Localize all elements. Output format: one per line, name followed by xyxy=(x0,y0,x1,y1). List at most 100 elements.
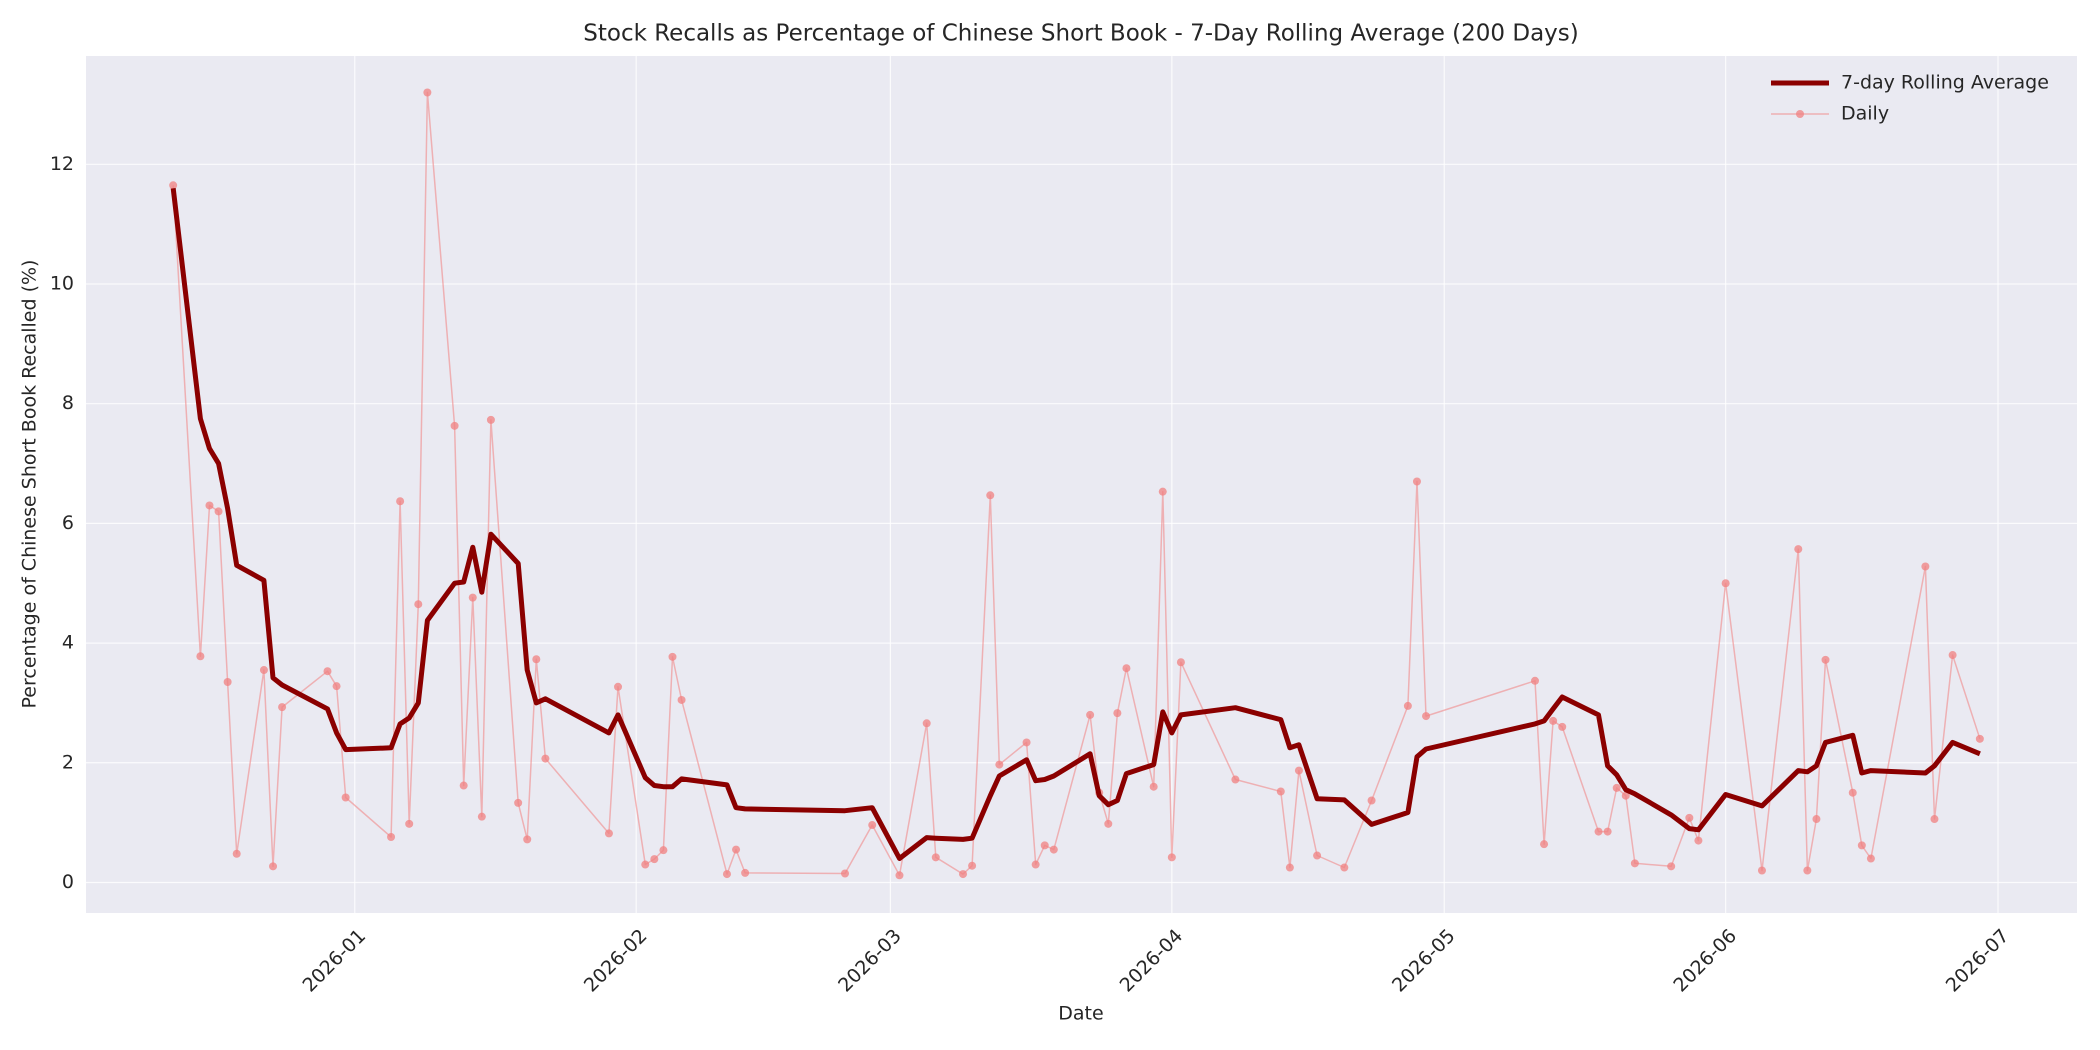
data-point xyxy=(677,695,686,704)
data-point xyxy=(959,870,968,879)
data-point xyxy=(269,862,278,871)
series-line xyxy=(170,188,1981,861)
y-tick-label: 8 xyxy=(62,392,74,414)
data-point xyxy=(1594,827,1603,836)
data-point xyxy=(1921,562,1930,571)
y-axis-label: Percentage of Chinese Short Book Recalle… xyxy=(19,260,41,709)
x-tick-label: 2026-07 xyxy=(1942,925,2014,997)
chart-title: Stock Recalls as Percentage of Chinese S… xyxy=(583,21,1579,47)
data-point xyxy=(1367,796,1376,805)
x-axis-label: Date xyxy=(1058,1003,1103,1025)
data-point xyxy=(532,655,541,664)
data-point xyxy=(1122,664,1131,673)
data-point xyxy=(1167,853,1176,862)
data-point xyxy=(1113,709,1122,718)
data-point xyxy=(650,855,659,864)
data-point xyxy=(1685,813,1694,822)
data-point xyxy=(214,507,223,516)
data-point xyxy=(468,593,477,602)
data-point xyxy=(459,781,468,790)
data-point xyxy=(604,829,613,838)
data-point xyxy=(1530,676,1539,685)
y-tick-label: 12 xyxy=(50,153,74,175)
x-tick-label: 2026-03 xyxy=(834,925,906,997)
data-point xyxy=(1285,863,1294,872)
data-point xyxy=(840,869,849,878)
data-point xyxy=(995,760,1004,769)
data-point xyxy=(922,719,931,728)
data-point xyxy=(1857,841,1866,850)
data-point xyxy=(895,871,904,880)
data-point xyxy=(523,835,532,844)
data-point xyxy=(486,415,495,424)
data-point xyxy=(968,861,977,870)
data-point xyxy=(341,793,350,802)
y-tick-label: 0 xyxy=(62,871,74,893)
data-point xyxy=(387,832,396,841)
data-point xyxy=(414,600,423,609)
data-point xyxy=(423,88,432,97)
data-point xyxy=(1158,487,1167,496)
y-tick-label: 10 xyxy=(50,273,74,295)
data-point xyxy=(614,682,623,691)
data-point xyxy=(1313,851,1322,860)
x-tick-label: 2026-05 xyxy=(1388,925,1460,997)
data-point xyxy=(1603,827,1612,836)
x-tick-label: 2026-06 xyxy=(1669,925,1741,997)
data-point xyxy=(278,703,287,712)
data-point xyxy=(1403,701,1412,710)
data-point xyxy=(1694,836,1703,845)
data-point xyxy=(1086,710,1095,719)
data-point xyxy=(1049,845,1058,854)
data-point xyxy=(223,677,232,686)
data-point xyxy=(1231,775,1240,784)
data-point xyxy=(1930,815,1939,824)
data-point xyxy=(1176,658,1185,667)
data-point xyxy=(1104,819,1113,828)
data-point xyxy=(986,491,995,500)
data-point xyxy=(205,501,214,510)
data-point xyxy=(323,667,332,676)
data-point xyxy=(1630,859,1639,868)
data-point xyxy=(1612,783,1621,792)
data-point xyxy=(1558,722,1567,731)
data-point xyxy=(1040,841,1049,850)
data-point xyxy=(1549,716,1558,725)
data-point xyxy=(1721,579,1730,588)
data-point xyxy=(1667,862,1676,871)
data-point xyxy=(1866,854,1875,863)
data-point xyxy=(1422,712,1431,721)
y-tick-label: 4 xyxy=(62,632,74,654)
data-point xyxy=(1340,863,1349,872)
data-point xyxy=(232,849,241,858)
legend-label: Daily xyxy=(1841,103,1889,125)
data-point xyxy=(1412,477,1421,486)
y-tick-label: 2 xyxy=(62,751,74,773)
data-point xyxy=(1149,782,1158,791)
data-point xyxy=(1948,651,1957,660)
data-point xyxy=(1022,738,1031,747)
data-point xyxy=(868,821,877,830)
data-point xyxy=(541,754,550,763)
data-point xyxy=(668,652,677,661)
data-point xyxy=(405,819,414,828)
data-point xyxy=(514,798,523,807)
x-tick-label: 2026-02 xyxy=(580,925,652,997)
data-point xyxy=(1812,815,1821,824)
data-point xyxy=(732,845,741,854)
data-point xyxy=(1794,545,1803,554)
data-point xyxy=(332,682,341,691)
data-point xyxy=(1294,766,1303,775)
data-point xyxy=(1031,860,1040,869)
data-point xyxy=(1975,734,1984,743)
data-point xyxy=(1803,866,1812,875)
y-tick-label: 6 xyxy=(62,512,74,534)
data-point xyxy=(450,421,459,430)
data-point xyxy=(931,853,940,862)
data-point xyxy=(659,846,668,855)
data-point xyxy=(1540,840,1549,849)
legend-marker xyxy=(1796,110,1804,118)
x-tick-label: 2026-01 xyxy=(298,925,370,997)
data-point xyxy=(1848,788,1857,797)
